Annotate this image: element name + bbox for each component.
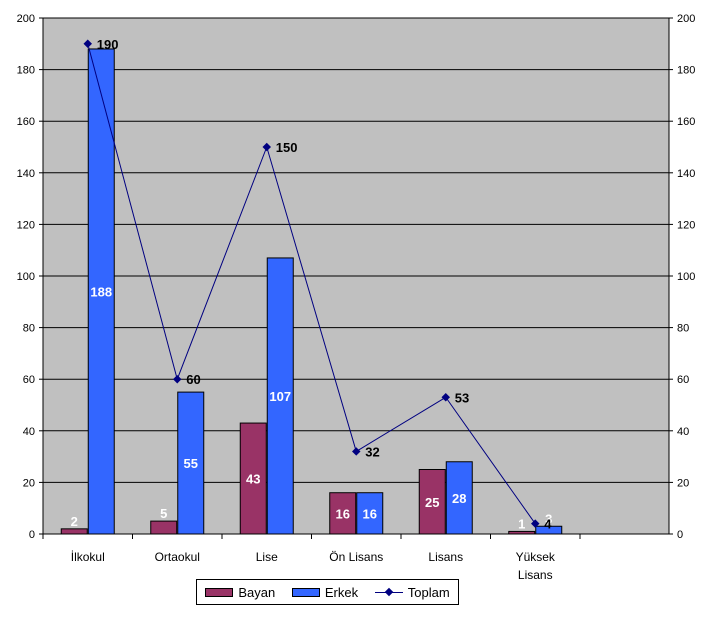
legend-item-erkek: Erkek: [291, 584, 359, 600]
y-tick-label-right: 100: [677, 271, 695, 283]
total-point-marker: [441, 393, 450, 402]
total-value-label: 32: [365, 444, 379, 459]
y-tick-label-right: 180: [677, 65, 695, 77]
y-tick-label-right: 200: [677, 13, 695, 25]
y-tick-label-left: 20: [23, 477, 35, 489]
bar-erkek: [266, 257, 294, 535]
total-line: [83, 39, 540, 528]
bar-bayan: [418, 469, 446, 535]
y-tick-label-right: 20: [677, 477, 689, 489]
y-tick-label-right: 40: [677, 426, 689, 438]
total-point-marker: [262, 142, 271, 152]
y-tick-label-left: 60: [23, 374, 35, 386]
bar-erkek: [535, 525, 563, 535]
y-tick-label-left: 80: [23, 323, 35, 335]
y-tick-label-left: 120: [17, 219, 35, 231]
legend-item-bayan: Bayan: [205, 585, 275, 600]
total-line-path: [87, 43, 536, 524]
gridlines: [43, 17, 669, 483]
y-tick-label-right: 160: [677, 116, 695, 128]
y-tick-label-left: 100: [17, 271, 35, 283]
y-tick-label-left: 0: [29, 529, 35, 541]
y-tick-label-right: 80: [677, 323, 689, 335]
total-value-label: 60: [186, 372, 200, 387]
bar-value-label-bayan: 43: [246, 472, 260, 487]
bar-value-label-erkek: 3: [545, 511, 552, 526]
bar-bayan: [150, 520, 178, 535]
y-tick-label-right: 60: [677, 374, 689, 386]
bar-value-label-erkek: 16: [363, 506, 377, 521]
legend-item-toplam: Toplam: [374, 584, 450, 600]
bar-value-label-erkek: 188: [90, 284, 112, 299]
bar-value-label-erkek: 107: [269, 389, 291, 404]
bars: [60, 48, 563, 535]
y-tick-label-left: 40: [23, 426, 35, 438]
legend-label-bayan: Bayan: [238, 584, 276, 600]
legend: Bayan Erkek Toplam: [196, 579, 459, 605]
y-tick-label-left: 180: [17, 65, 35, 77]
legend-label-erkek: Erkek: [324, 584, 359, 600]
x-tick-label: Ortaokul: [155, 550, 200, 564]
y-tick-label-left: 140: [17, 168, 35, 180]
legend-swatch-toplam: [374, 588, 403, 597]
x-tick-label: Ön Lisans: [329, 550, 383, 564]
bar-value-label-bayan: 25: [425, 495, 439, 510]
x-tick-label: Yüksek Lisans: [516, 550, 556, 582]
bar-value-label-bayan: 2: [71, 514, 78, 529]
x-tick-label: İlkokul: [71, 550, 105, 564]
bar-erkek: [445, 461, 473, 535]
total-value-label: 190: [97, 37, 119, 52]
bar-bayan: [239, 422, 267, 535]
total-value-label: 150: [276, 140, 298, 155]
bar-bayan: [508, 530, 536, 535]
y-tick-label-right: 0: [677, 529, 683, 541]
bar-bayan: [60, 528, 88, 535]
bar-value-label-bayan: 5: [160, 506, 167, 521]
total-point-marker: [531, 519, 540, 528]
total-value-label: 4: [544, 517, 552, 532]
bar-bayan: [329, 492, 357, 535]
y-tick-label-right: 120: [677, 219, 695, 231]
legend-swatch-bayan: [205, 587, 234, 597]
total-point-marker: [173, 374, 182, 384]
total-value-label: 53: [455, 390, 469, 405]
y-tick-label-left: 200: [17, 13, 35, 25]
legend-label-toplam: Toplam: [407, 584, 450, 600]
y-tick-label-left: 160: [17, 116, 35, 128]
x-tick-label: Lise: [256, 550, 278, 564]
bar-value-label-erkek: 55: [184, 456, 198, 471]
bar-value-label-erkek: 28: [452, 491, 466, 506]
y-tick-label-right: 140: [677, 168, 695, 180]
x-tick-label: Lisans: [428, 550, 463, 564]
bar-erkek: [87, 48, 115, 535]
total-point-marker: [352, 447, 361, 456]
bar-value-label-bayan: 1: [518, 516, 525, 531]
bar-erkek: [177, 391, 205, 535]
total-point-marker: [83, 39, 92, 49]
legend-swatch-erkek: [291, 587, 320, 597]
bar-erkek: [356, 492, 384, 535]
bar-value-label-bayan: 16: [336, 506, 350, 521]
